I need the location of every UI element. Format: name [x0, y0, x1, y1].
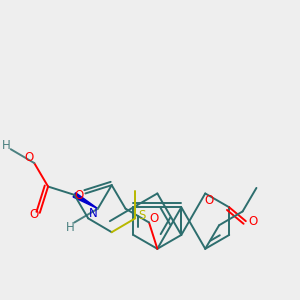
Text: N: N	[88, 207, 97, 220]
Text: H: H	[2, 139, 10, 152]
Text: O: O	[205, 194, 214, 207]
Text: O: O	[75, 189, 84, 202]
Text: H: H	[66, 221, 75, 234]
Text: O: O	[248, 214, 257, 228]
Text: O: O	[25, 151, 34, 164]
Polygon shape	[73, 193, 98, 209]
Text: O: O	[149, 212, 159, 225]
Text: S: S	[138, 209, 146, 222]
Text: O: O	[29, 208, 38, 221]
